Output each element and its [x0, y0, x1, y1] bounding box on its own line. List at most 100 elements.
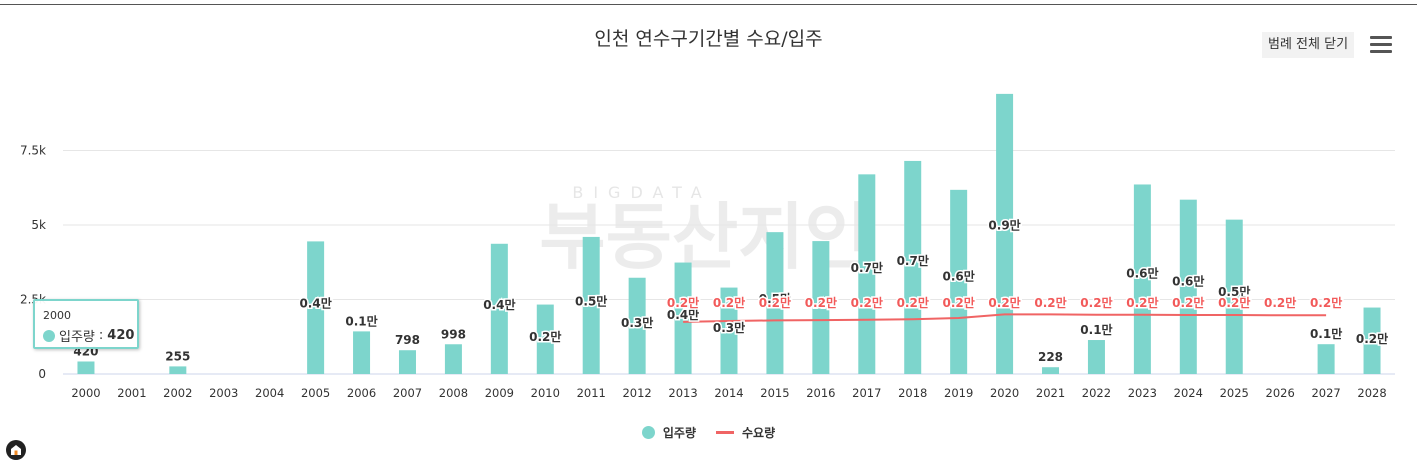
bar: [1087, 340, 1105, 374]
y-tick-label: 7.5k: [20, 144, 46, 158]
legend-dot-icon: [641, 426, 655, 439]
bar-label: 0.2만: [529, 329, 561, 344]
bar: [766, 232, 784, 374]
x-tick-label: 2007: [393, 386, 422, 400]
bar-label: 0.3만: [621, 315, 653, 330]
chart-title: 인천 연수구기간별 수요/입주: [594, 28, 823, 50]
demand-line: [683, 313, 1327, 323]
bar: [444, 344, 462, 374]
tooltip-value: 420: [107, 328, 135, 343]
x-tick-label: 2000: [71, 386, 100, 400]
bar: [1317, 344, 1335, 374]
line-label: 0.2만: [942, 295, 974, 310]
line-label: 0.2만: [713, 295, 745, 310]
tooltip-dot: [43, 329, 55, 342]
bar-label: 0.6만: [1172, 274, 1204, 289]
x-tick-label: 2002: [163, 386, 192, 400]
bar-label: 0.4만: [299, 296, 331, 311]
bar-label: 0.6만: [942, 268, 974, 283]
bar: [307, 241, 325, 374]
x-tick-label: 2022: [1082, 386, 1111, 400]
legend-toggle-button[interactable]: 범례 전체 닫기: [1262, 32, 1355, 58]
bar: [77, 361, 95, 374]
legend-item-bar[interactable]: 입주량: [641, 424, 696, 441]
line-label: 0.2만: [759, 295, 791, 310]
line-label: 0.2만: [988, 295, 1020, 310]
x-tick-label: 2013: [668, 386, 697, 400]
x-tick-label: 2015: [760, 386, 789, 400]
x-tick-label: 2003: [209, 386, 238, 400]
line-label: 0.2만: [851, 295, 883, 310]
x-tick-label: 2025: [1220, 386, 1249, 400]
x-tick-label: 2028: [1357, 386, 1386, 400]
x-tick-label: 2005: [301, 386, 330, 400]
bar: [1225, 219, 1243, 374]
bar: [950, 189, 968, 374]
x-tick-label: 2021: [1036, 386, 1065, 400]
y-tick-label: 5k: [31, 218, 46, 232]
legend-item-line[interactable]: 수요량: [716, 424, 775, 441]
line-label: 0.2만: [1126, 295, 1158, 310]
hamburger-menu-icon[interactable]: [1370, 36, 1392, 54]
bar-label: 0.5만: [575, 293, 607, 308]
x-tick-label: 2017: [852, 386, 881, 400]
bar-label: 0.9만: [988, 218, 1020, 233]
bar: [582, 236, 600, 374]
bar: [490, 243, 508, 374]
x-tick-label: 2024: [1174, 386, 1203, 400]
chart-area: BIGDATA부동산지인02.5k5k7.5k20002001200220032…: [20, 93, 1395, 400]
line-label: 0.2만: [1172, 295, 1204, 310]
line-label: 0.2만: [1034, 295, 1066, 310]
x-tick-label: 2011: [577, 386, 606, 400]
x-tick-label: 2004: [255, 386, 284, 400]
bar: [812, 241, 830, 374]
bar-label: 228: [1038, 350, 1063, 364]
bar: [1179, 199, 1197, 374]
bar: [169, 366, 187, 374]
bar-label: 0.1만: [345, 313, 377, 328]
legend-label-line: 수요량: [742, 426, 776, 440]
x-tick-label: 2016: [806, 386, 835, 400]
line-label: 0.2만: [1080, 295, 1112, 310]
legend: 입주량 수요량: [0, 424, 1417, 441]
bar: [996, 93, 1014, 374]
bar-label: 0.4만: [483, 297, 515, 312]
bar: [720, 287, 738, 374]
bar: [674, 262, 692, 374]
bar-label: 0.5만: [1218, 284, 1250, 299]
x-tick-label: 2019: [944, 386, 973, 400]
line-label: 0.2만: [1218, 295, 1250, 310]
x-tick-label: 2020: [990, 386, 1019, 400]
x-tick-label: 2026: [1266, 386, 1295, 400]
x-tick-label: 2018: [898, 386, 927, 400]
bar-label: 0.7만: [851, 260, 883, 275]
x-tick-label: 2008: [439, 386, 468, 400]
tooltip: 2000 입주량: 420: [33, 299, 139, 349]
bar: [1363, 307, 1381, 374]
x-tick-label: 2006: [347, 386, 376, 400]
x-tick-label: 2027: [1311, 386, 1340, 400]
bar-label: 255: [165, 349, 190, 363]
x-tick-label: 2010: [531, 386, 560, 400]
bar: [904, 160, 922, 374]
top-divider: [0, 4, 1417, 5]
line-label: 0.2만: [667, 295, 699, 310]
tooltip-row: 입주량: 420: [43, 326, 134, 345]
x-tick-label: 2001: [117, 386, 146, 400]
line-label: 0.2만: [805, 295, 837, 310]
tooltip-x: 2000: [43, 309, 71, 322]
bar-label: 0.4만: [667, 307, 699, 322]
bar: [858, 174, 876, 374]
x-tick-label: 2014: [714, 386, 743, 400]
y-tick-label: 0: [38, 367, 46, 381]
bar-label: 0.3만: [713, 320, 745, 335]
bar-label: 998: [441, 327, 466, 341]
bar-label: 0.7만: [897, 253, 929, 268]
bar-label: 0.6만: [1126, 266, 1158, 281]
x-tick-label: 2023: [1128, 386, 1157, 400]
tooltip-series: 입주량: [59, 330, 95, 345]
x-tick-label: 2012: [622, 386, 651, 400]
bar-label: 0.1만: [1310, 326, 1342, 341]
home-logo-icon[interactable]: [6, 440, 26, 460]
bar-label: 0.4만: [805, 296, 837, 311]
